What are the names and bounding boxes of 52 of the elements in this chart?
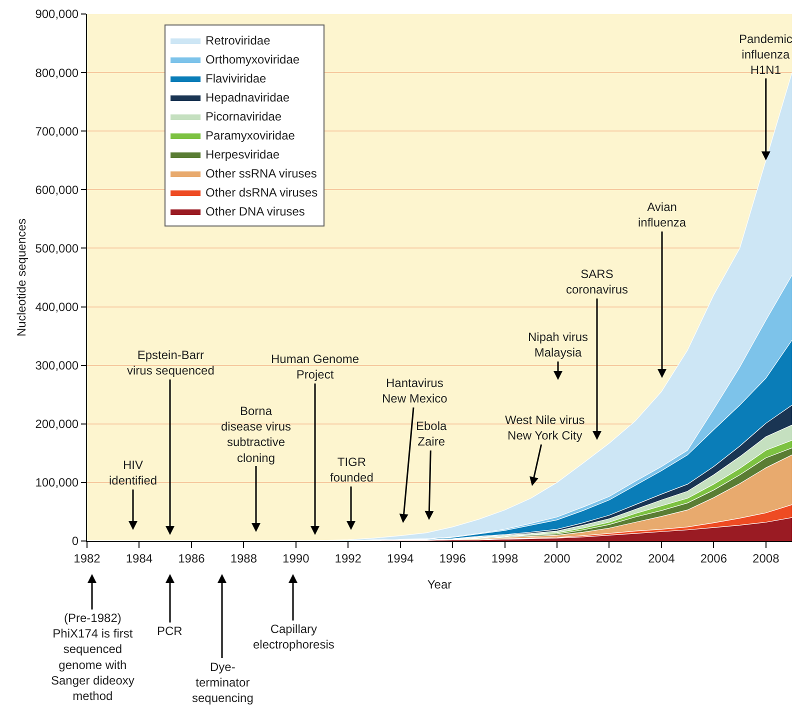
legend-label: Picornaviridae	[206, 110, 282, 124]
annotation: Ebola Zaire	[416, 419, 448, 449]
annotation: TIGR founded	[330, 455, 374, 485]
x-tick-label: 2002	[596, 551, 623, 566]
y-tick-label: 900,000	[35, 7, 79, 22]
legend-label: Other dsRNA viruses	[206, 186, 318, 200]
y-tick-label: 200,000	[35, 417, 79, 432]
x-tick-label: 2000	[544, 551, 571, 566]
y-tick-label: 300,000	[35, 358, 79, 373]
x-tick-label: 2004	[648, 551, 676, 566]
y-tick-label: 600,000	[35, 182, 79, 197]
legend-label: Hepadnaviridae	[206, 90, 290, 105]
annotation: HIV identified	[109, 458, 158, 488]
annotation: SARS coronavirus	[566, 267, 628, 297]
annotation: Epstein-Barr virus sequenced	[127, 348, 214, 378]
x-tick-label: 1988	[230, 551, 258, 566]
legend-label: Orthomyxoviridae	[206, 52, 300, 67]
x-tick-label: 1994	[386, 551, 414, 566]
legend-label: Retroviridae	[206, 34, 271, 48]
annotation: Nipah virus Malaysia	[528, 330, 588, 360]
x-tick-label: 2006	[700, 551, 728, 566]
x-axis-title: Year	[427, 577, 452, 592]
text: (Pre-1982) PhiX174 is first sequenced genome with Sanger dideoxy method	[51, 611, 134, 703]
x-tick-label: 1982	[74, 551, 101, 566]
y-axis-title: Nucleotide sequences	[14, 218, 29, 337]
legend-label: Paramyxoviridae	[206, 128, 296, 143]
text: Dye- terminator sequencing	[192, 660, 254, 706]
legend-label: Other ssRNA viruses	[206, 166, 317, 181]
x-tick-label: 1984	[126, 551, 153, 566]
annotation: Hantavirus New Mexico	[382, 376, 448, 406]
x-tick-label: 2008	[752, 551, 780, 566]
annotation: Avian influenza	[638, 200, 686, 230]
text: Capillary electrophoresis	[253, 622, 334, 652]
y-tick-label: 500,000	[35, 241, 79, 256]
y-tick-label: 0	[72, 534, 79, 548]
x-tick-label: 1986	[178, 551, 206, 566]
y-tick-label: 400,000	[35, 300, 79, 314]
x-tick-label: 1992	[334, 551, 362, 566]
legend-label: Other DNA viruses	[206, 204, 305, 219]
x-tick-label: 1998	[491, 551, 518, 566]
annotation: Pandemic influenza H1N1	[739, 32, 792, 78]
annotation: Human Genome Project	[271, 352, 360, 382]
y-tick-label: 700,000	[35, 124, 79, 138]
legend-label: Herpesviridae	[206, 148, 280, 162]
y-tick-label: 800,000	[35, 66, 79, 80]
annotation: Borna disease virus subtractive cloning	[221, 404, 292, 465]
text: PCR	[157, 624, 183, 638]
annotation: West Nile virus New York City	[505, 413, 585, 443]
legend-label: Flaviviridae	[206, 72, 267, 86]
x-tick-label: 1996	[439, 551, 466, 566]
y-tick-label: 100,000	[35, 476, 79, 490]
x-tick-label: 1990	[282, 551, 310, 566]
